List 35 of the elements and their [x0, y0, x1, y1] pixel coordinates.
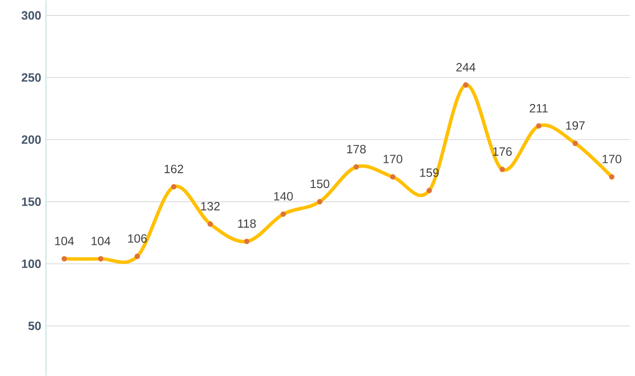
point: [354, 164, 359, 170]
point: [536, 123, 542, 129]
y-tick-label: 100: [22, 259, 41, 268]
point: [317, 198, 322, 204]
data-label: 132: [201, 202, 220, 210]
point: [98, 256, 104, 262]
point: [572, 140, 578, 146]
data-label: 104: [55, 236, 74, 246]
y-tick-label: 300: [22, 11, 41, 20]
data-label: 244: [456, 62, 476, 72]
data-label: 118: [238, 219, 256, 228]
data-label: 150: [310, 180, 330, 188]
y-tick-label: 150: [22, 197, 41, 206]
point: [62, 256, 68, 262]
data-label: 170: [384, 154, 402, 164]
data-label: 211: [530, 104, 548, 112]
point: [463, 82, 468, 88]
y-tick-label: 200: [22, 135, 41, 144]
point: [208, 221, 214, 227]
data-label: 170: [602, 154, 622, 164]
point: [280, 211, 286, 217]
point: [390, 174, 396, 180]
point: [134, 254, 140, 260]
data-label: 140: [274, 192, 293, 200]
data-label: 197: [566, 121, 585, 130]
point: [500, 166, 505, 172]
data-label: 104: [92, 236, 110, 246]
point: [609, 174, 614, 180]
point: [426, 188, 432, 194]
y-tick-label: 250: [22, 73, 41, 82]
point: [244, 238, 250, 244]
point: [171, 184, 177, 190]
data-label: 178: [347, 144, 366, 154]
data-label: 162: [164, 164, 184, 174]
y-tick-label: 50: [28, 322, 41, 330]
